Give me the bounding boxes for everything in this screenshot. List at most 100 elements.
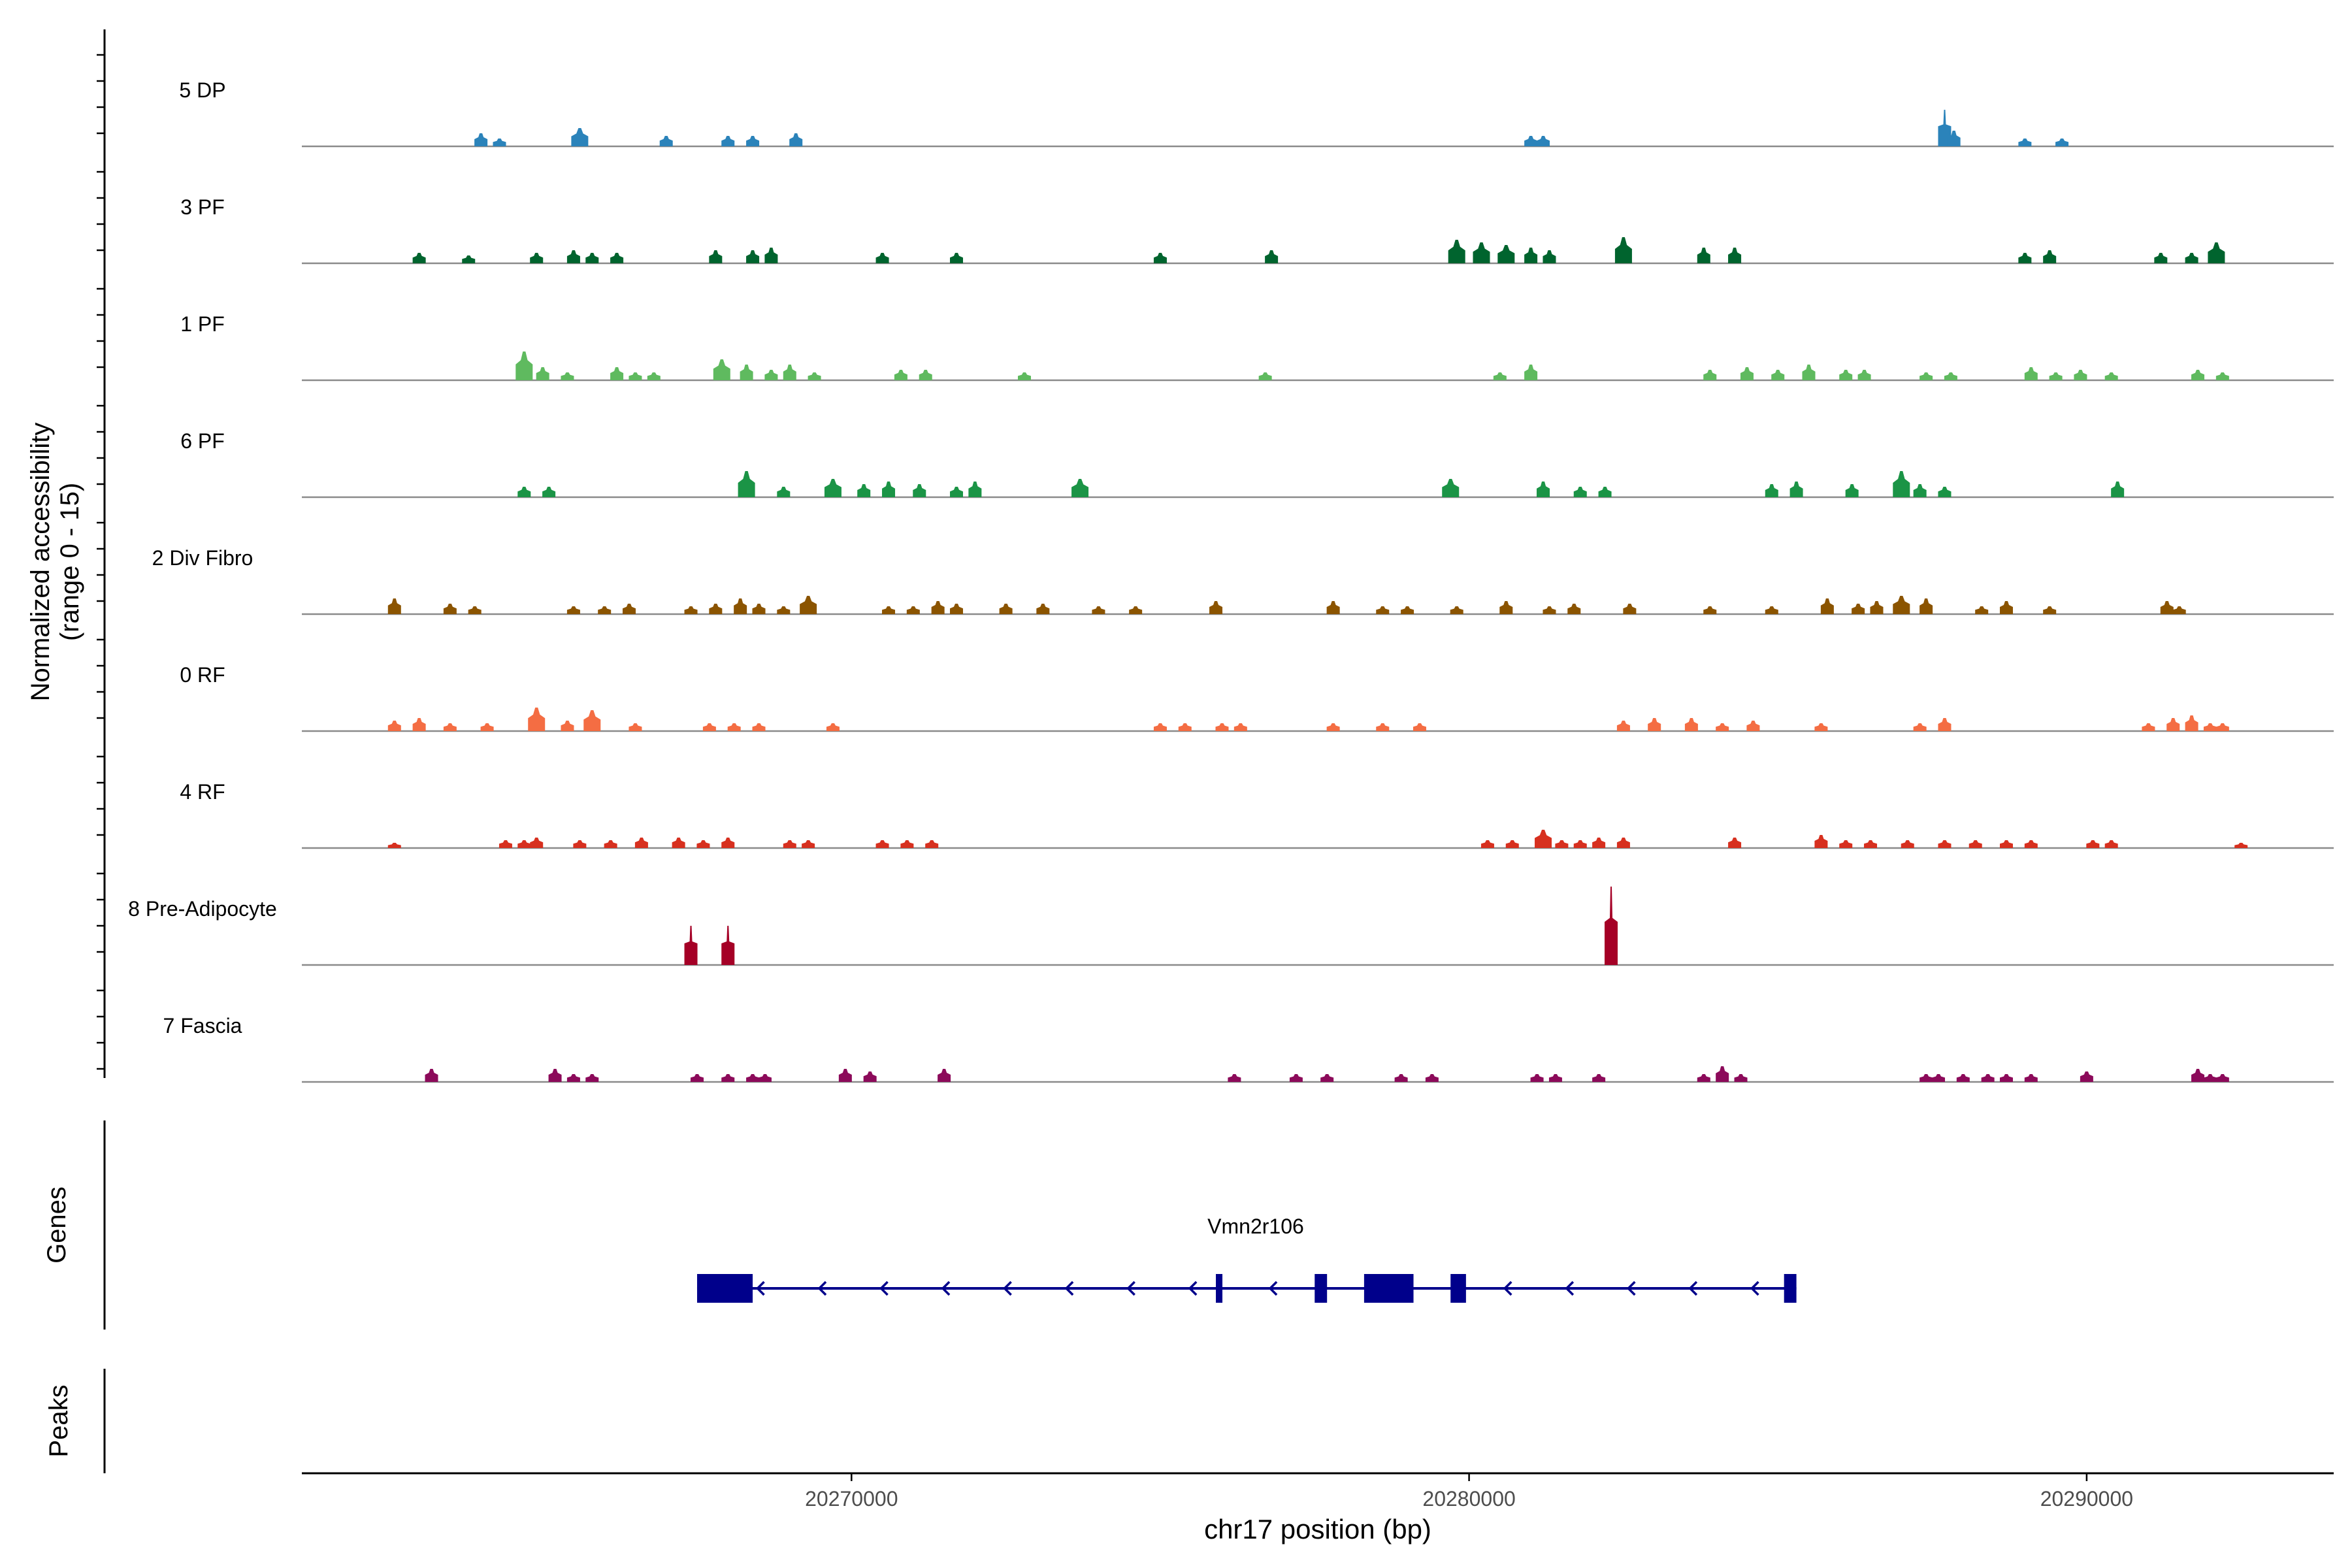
coverage-peak [1765, 606, 1778, 614]
coverage-peak [1728, 248, 1742, 263]
track-label: 3 PF [180, 195, 225, 219]
coverage-peak [1555, 840, 1569, 848]
coverage-peak [721, 838, 735, 848]
coverage-peak [2111, 482, 2125, 497]
coverage-peak [1524, 136, 1538, 146]
coverage-peak [629, 372, 642, 380]
strand-arrow [1003, 1281, 1012, 1296]
coverage-peak [1938, 718, 1952, 731]
strand-arrow [1126, 1281, 1135, 1296]
coverage-peak [2185, 715, 2198, 731]
coverage-peak [585, 253, 599, 263]
coverage-peak [1567, 604, 1581, 614]
coverage-peak [1893, 471, 1910, 497]
coverage-peak [1703, 606, 1717, 614]
coverage-peak [919, 370, 932, 380]
coverage-peak [647, 372, 661, 380]
coverage-peak [1901, 840, 1914, 848]
coverage-peak [1893, 596, 1910, 614]
track-1: 5 DP [179, 78, 2334, 148]
coverage-peak [387, 721, 401, 731]
coverage-peak [2154, 253, 2168, 263]
coverage-peak [777, 606, 791, 614]
coverage-peak [1932, 1074, 1946, 1082]
strand-arrow [1503, 1281, 1512, 1296]
coverage-peak [659, 136, 673, 146]
coverage-peak [1543, 606, 1556, 614]
coverage-peak [857, 484, 871, 497]
coverage-peak [1697, 1074, 1710, 1082]
coverage-peak [1535, 830, 1552, 848]
coverage-peak [629, 723, 642, 731]
coverage-peak [1499, 601, 1513, 614]
coverage-peak [1537, 482, 1550, 497]
coverage-peak [1573, 487, 1587, 497]
track-label: 1 PF [180, 312, 225, 336]
coverage-peak [604, 840, 617, 848]
coverage-peak [1326, 723, 1340, 731]
coverage-peak [764, 248, 778, 263]
coverage-peak [1413, 723, 1426, 731]
coverage-peak [548, 1069, 562, 1082]
coverage-peak [2049, 372, 2063, 380]
coverage-peak [2024, 367, 2038, 380]
coverage-peak [1684, 718, 1698, 731]
coverage-peak [1947, 131, 1961, 146]
strand-arrow [1064, 1281, 1074, 1296]
coverage-peak [2142, 723, 2155, 731]
y-axis-title-line1: Normalized accessibility [26, 423, 55, 702]
coverage-peak [1716, 1066, 1729, 1082]
gene-name-label: Vmn2r106 [1207, 1215, 1304, 1238]
peaks-panel: Peaks [44, 1369, 106, 1473]
strand-arrow [1565, 1281, 1575, 1296]
coverage-peak [1981, 1074, 1995, 1082]
coverage-peak [1401, 606, 1414, 614]
strand-arrow [1188, 1281, 1198, 1296]
coverage-peak [746, 1074, 760, 1082]
coverage-peak [1956, 1074, 1970, 1082]
coverage-peak [1092, 606, 1105, 614]
coverage-peak [443, 723, 457, 731]
coverage-peak [1530, 1074, 1544, 1082]
coverage-peak [900, 840, 914, 848]
coverage-peak [1071, 479, 1089, 497]
coverage-peak [598, 606, 612, 614]
coverage-peak [2234, 843, 2248, 848]
coverage-peak [634, 838, 648, 848]
coverage-peak [938, 1069, 951, 1082]
track-label: 8 Pre-Adipocyte [128, 897, 277, 921]
coverage-peak [1258, 372, 1272, 380]
coverage-peak [696, 840, 710, 848]
track-label: 4 RF [180, 780, 225, 804]
coverage-peak [1697, 248, 1710, 263]
coverage-peak [536, 367, 549, 380]
coverage-peak [2018, 253, 2032, 263]
coverage-peak [528, 708, 546, 731]
coverage-peak [764, 370, 778, 380]
coverage-peak [740, 365, 753, 380]
coverage-peak [2215, 372, 2229, 380]
coverage-peak [493, 139, 506, 146]
coverage-peak [2080, 1071, 2093, 1082]
coverage-peak [752, 723, 766, 731]
coverage-peak [1605, 887, 1618, 965]
gene-exon [1784, 1274, 1797, 1303]
coverage-peak [585, 1074, 599, 1082]
coverage-peak [1228, 1074, 1241, 1082]
coverage-peak [2024, 840, 2038, 848]
coverage-peak [443, 604, 457, 614]
coverage-peak [826, 723, 840, 731]
coverage-peak [777, 487, 791, 497]
coverage-peak [1442, 479, 1460, 497]
strand-arrow [1688, 1281, 1698, 1296]
coverage-peak [1598, 487, 1612, 497]
coverage-peak [1153, 253, 1167, 263]
coverage-peak [1728, 838, 1742, 848]
coverage-peak [800, 596, 817, 614]
coverage-peak [1289, 1074, 1303, 1082]
coverage-peak [1017, 372, 1031, 380]
coverage-peak [566, 250, 580, 263]
coverage-peak [875, 840, 889, 848]
coverage-peak [1153, 723, 1167, 731]
coverage-peak [517, 840, 531, 848]
